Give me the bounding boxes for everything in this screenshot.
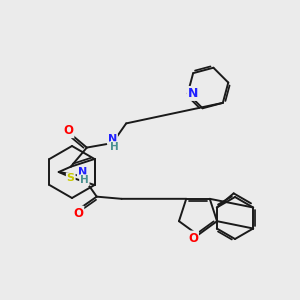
- Text: O: O: [188, 232, 198, 244]
- Text: N: N: [78, 167, 87, 177]
- Text: O: O: [64, 124, 74, 137]
- Text: O: O: [73, 207, 83, 220]
- Text: H: H: [110, 142, 119, 152]
- Text: N: N: [108, 134, 117, 144]
- Text: S: S: [67, 173, 75, 183]
- Text: H: H: [80, 175, 89, 185]
- Text: N: N: [188, 87, 198, 100]
